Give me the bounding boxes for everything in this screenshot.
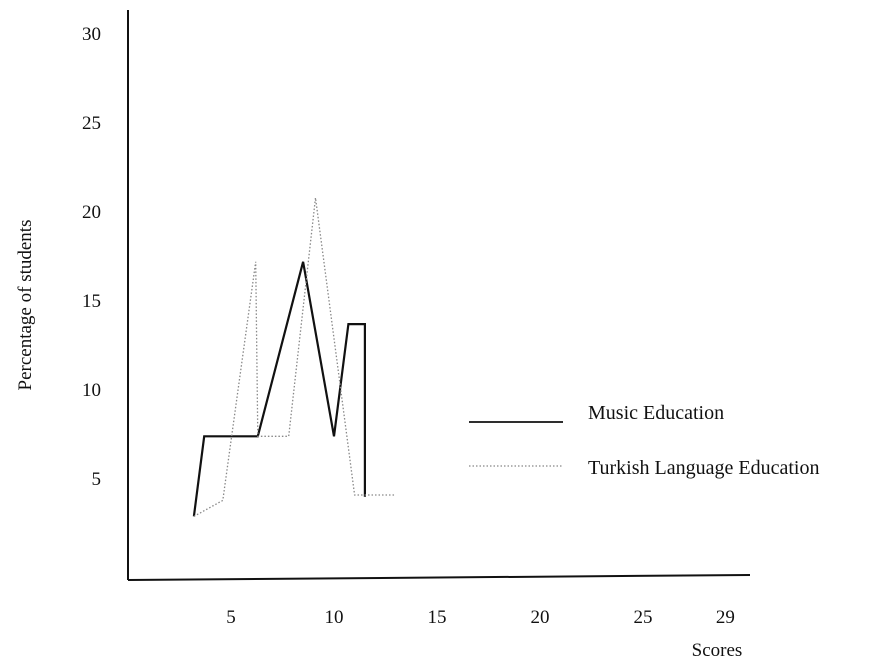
x-tick-labels: 5 10 15 20 25 29 xyxy=(226,607,735,628)
y-tick-label-20: 20 xyxy=(82,202,101,223)
y-tick-label-5: 5 xyxy=(92,469,102,490)
x-tick-label-29: 29 xyxy=(716,607,735,628)
series-lines xyxy=(192,197,396,517)
x-tick-label-10: 10 xyxy=(325,607,344,628)
x-tick-label-5: 5 xyxy=(226,607,236,628)
x-axis-title: Scores xyxy=(692,640,743,661)
y-tick-label-10: 10 xyxy=(82,380,101,401)
legend-label-music-education: Music Education xyxy=(588,402,724,424)
series-line-music-education xyxy=(192,261,366,517)
y-tick-label-30: 30 xyxy=(82,24,101,45)
y-tick-label-15: 15 xyxy=(82,291,101,312)
legend-label-turkish-language-education: Turkish Language Education xyxy=(588,457,819,479)
x-tick-label-15: 15 xyxy=(428,607,447,628)
x-tick-label-20: 20 xyxy=(531,607,550,628)
y-tick-label-25: 25 xyxy=(82,113,101,134)
axes xyxy=(127,10,751,581)
x-axis-line xyxy=(127,574,751,581)
y-axis-title: Percentage of students xyxy=(15,220,36,391)
legend: Music Education Turkish Language Educati… xyxy=(469,402,819,479)
x-tick-label-25: 25 xyxy=(634,607,653,628)
y-tick-labels: 5 10 15 20 25 30 xyxy=(82,24,101,490)
